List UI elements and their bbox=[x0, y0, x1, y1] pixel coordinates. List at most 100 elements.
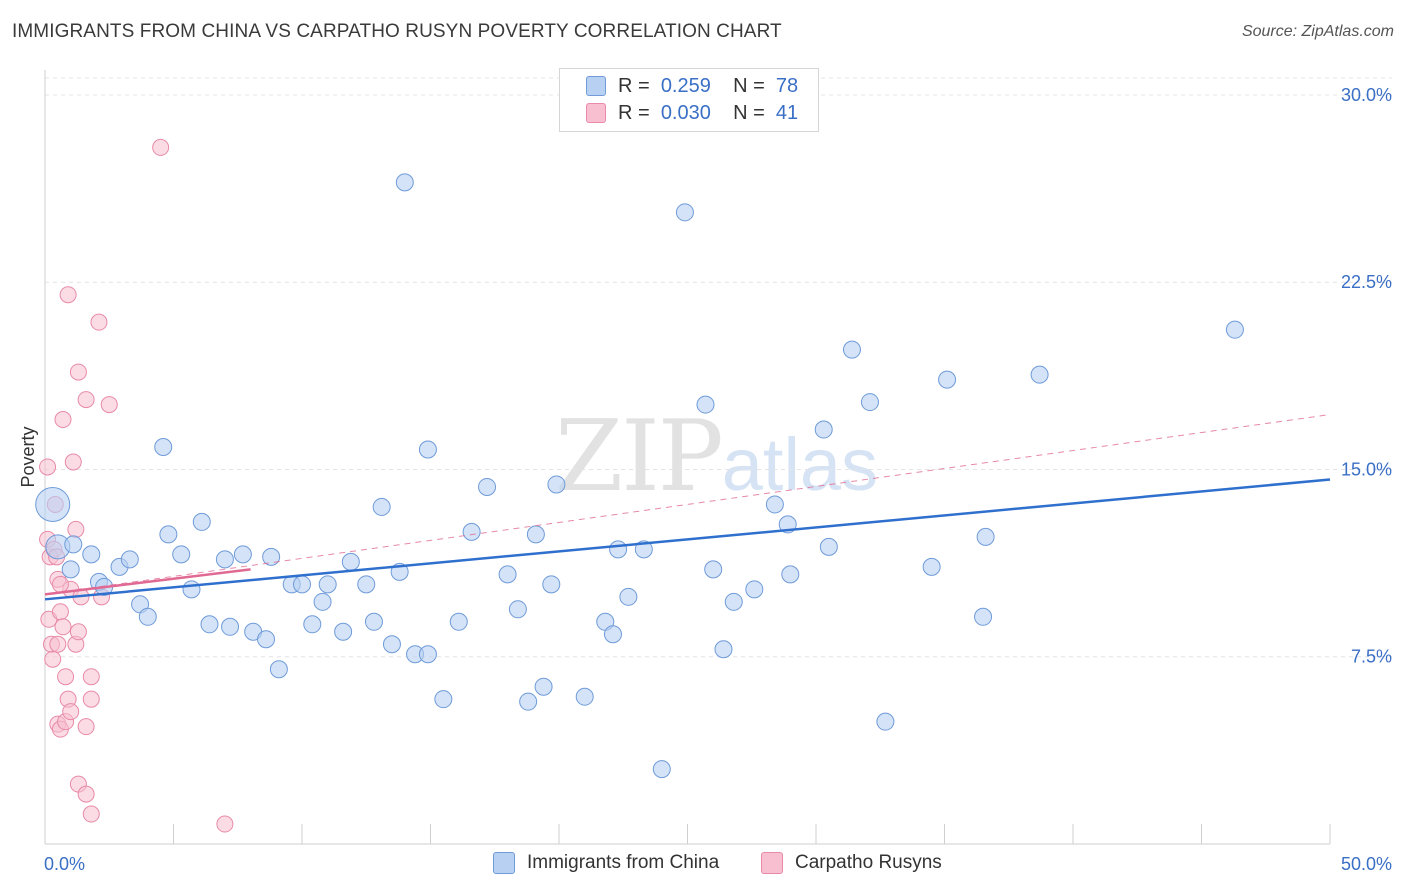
y-tick-label: 15.0% bbox=[1341, 459, 1392, 479]
legend-n-label: N = bbox=[733, 101, 765, 124]
legend-n-value-rusyn: 41 bbox=[775, 101, 799, 124]
data-point-china bbox=[64, 535, 83, 554]
data-point-china bbox=[704, 560, 723, 579]
data-point-china bbox=[634, 540, 653, 559]
data-point-china bbox=[138, 607, 157, 626]
data-point-china bbox=[434, 690, 453, 709]
bottom-legend-china: Immigrants from China bbox=[493, 852, 719, 874]
trend-line-china bbox=[44, 478, 1331, 601]
data-point-china bbox=[519, 692, 538, 711]
data-point-rusyn bbox=[64, 453, 82, 471]
data-point-china bbox=[357, 575, 376, 594]
data-point-china bbox=[200, 615, 219, 634]
data-point-rusyn bbox=[216, 815, 234, 833]
chart-title: IMMIGRANTS FROM CHINA VS CARPATHO RUSYN … bbox=[12, 21, 782, 42]
data-point-china bbox=[508, 600, 527, 619]
data-point-rusyn bbox=[67, 520, 85, 538]
x-tick-label-max: 50.0% bbox=[1341, 854, 1392, 874]
data-point-rusyn bbox=[77, 785, 95, 803]
data-point-china bbox=[341, 552, 360, 571]
data-point-china bbox=[876, 712, 895, 731]
watermark: ZIPatlas bbox=[555, 400, 878, 514]
legend-row-china: R = 0.259 N = 78 bbox=[586, 74, 798, 98]
data-point-china bbox=[449, 612, 468, 631]
data-point-china bbox=[35, 486, 71, 522]
data-point-china bbox=[215, 550, 234, 569]
data-point-china bbox=[293, 575, 311, 594]
data-point-china bbox=[765, 495, 784, 514]
data-point-china bbox=[542, 575, 561, 594]
data-point-rusyn bbox=[90, 313, 108, 331]
data-point-rusyn bbox=[39, 458, 57, 476]
data-point-china bbox=[233, 545, 252, 564]
data-point-rusyn bbox=[57, 668, 75, 686]
data-point-rusyn bbox=[59, 286, 77, 304]
data-point-china bbox=[395, 173, 414, 192]
data-point-china bbox=[154, 438, 173, 457]
data-point-china bbox=[938, 370, 957, 389]
data-point-china bbox=[603, 625, 622, 644]
data-point-china bbox=[575, 687, 594, 706]
data-point-rusyn bbox=[51, 603, 69, 621]
data-point-china bbox=[652, 760, 671, 779]
watermark-atlas: atlas bbox=[721, 423, 879, 506]
legend-swatch-china bbox=[586, 76, 606, 96]
data-point-china bbox=[334, 622, 353, 641]
data-point-china bbox=[182, 580, 201, 599]
data-point-china bbox=[257, 630, 276, 649]
data-point-china bbox=[120, 550, 139, 569]
data-point-china bbox=[269, 660, 288, 679]
y-tick-label: 22.5% bbox=[1341, 272, 1392, 292]
data-point-china bbox=[745, 580, 764, 599]
correlation-legend: R = 0.259 N = 78 R = 0.030 N = 41 bbox=[559, 68, 819, 132]
data-point-china bbox=[262, 547, 281, 566]
bottom-legend-label-rusyn: Carpatho Rusyns bbox=[795, 852, 942, 873]
bottom-legend-swatch-rusyn bbox=[761, 852, 783, 874]
data-point-china bbox=[814, 420, 833, 439]
data-point-china bbox=[313, 592, 332, 611]
data-point-china bbox=[819, 537, 838, 556]
data-point-rusyn bbox=[49, 635, 67, 653]
data-point-china bbox=[303, 615, 322, 634]
legend-r-value-rusyn: 0.030 bbox=[660, 101, 711, 124]
data-point-china bbox=[714, 640, 733, 659]
data-point-china bbox=[609, 540, 628, 559]
data-point-china bbox=[1225, 320, 1244, 339]
legend-n-label: N = bbox=[733, 74, 765, 97]
data-point-rusyn bbox=[62, 703, 80, 721]
data-point-rusyn bbox=[44, 650, 62, 668]
data-point-rusyn bbox=[54, 618, 72, 636]
data-point-china bbox=[61, 560, 80, 579]
legend-r-label: R = bbox=[618, 101, 650, 124]
data-point-china bbox=[619, 587, 638, 606]
trend-line-rusyn-dashed bbox=[44, 414, 1331, 595]
data-point-china bbox=[860, 393, 879, 412]
data-point-china bbox=[547, 475, 566, 494]
data-point-china bbox=[418, 440, 437, 459]
bottom-legend-label-china: Immigrants from China bbox=[527, 852, 720, 873]
data-point-china bbox=[221, 617, 240, 636]
data-point-china bbox=[82, 545, 101, 564]
chart-source: Source: ZipAtlas.com bbox=[1241, 23, 1394, 40]
data-point-china bbox=[974, 607, 993, 626]
data-point-china bbox=[364, 612, 383, 631]
watermark-zip: ZIP bbox=[555, 400, 724, 514]
data-point-rusyn bbox=[82, 805, 100, 823]
legend-r-label: R = bbox=[618, 74, 650, 97]
y-axis-title: Poverty bbox=[18, 426, 38, 487]
data-point-china bbox=[781, 565, 800, 584]
data-point-rusyn bbox=[51, 575, 69, 593]
data-point-china bbox=[498, 565, 517, 584]
data-point-china bbox=[1030, 365, 1049, 384]
data-point-china bbox=[526, 525, 545, 544]
data-point-rusyn bbox=[77, 391, 95, 409]
data-point-china bbox=[922, 557, 941, 576]
bottom-legend-rusyn: Carpatho Rusyns bbox=[761, 852, 942, 874]
data-point-rusyn bbox=[152, 138, 170, 156]
legend-row-rusyn: R = 0.030 N = 41 bbox=[586, 101, 798, 125]
data-point-china bbox=[192, 512, 211, 531]
data-point-china bbox=[976, 527, 995, 546]
data-point-china bbox=[675, 203, 694, 222]
data-point-rusyn bbox=[82, 668, 100, 686]
data-point-rusyn bbox=[69, 623, 87, 641]
